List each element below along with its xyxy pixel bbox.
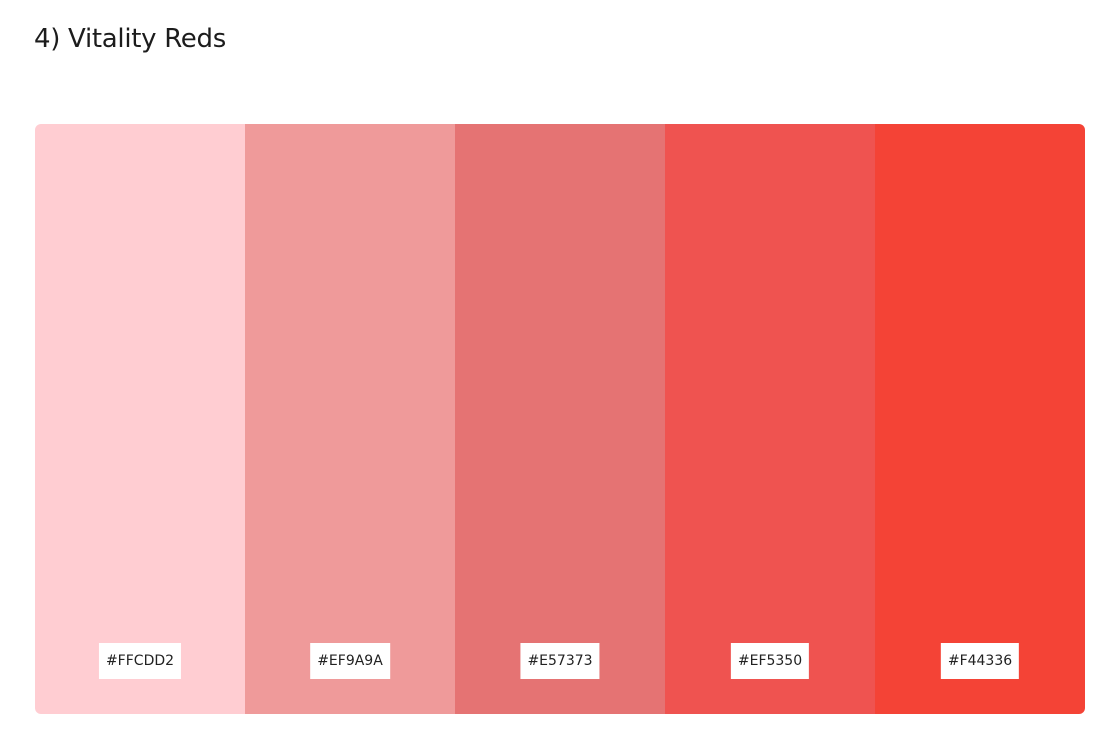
color-swatch-2[interactable]: #EF9A9A [245, 124, 455, 714]
color-swatch-3[interactable]: #E57373 [455, 124, 665, 714]
hex-code-label[interactable]: #E57373 [520, 643, 600, 679]
color-palette: #FFCDD2 #EF9A9A #E57373 #EF5350 #F44336 [35, 124, 1085, 714]
color-swatch-1[interactable]: #FFCDD2 [35, 124, 245, 714]
color-swatch-5[interactable]: #F44336 [875, 124, 1085, 714]
palette-title: 4) Vitality Reds [34, 24, 226, 54]
hex-code-label[interactable]: #FFCDD2 [98, 643, 182, 679]
color-swatch-4[interactable]: #EF5350 [665, 124, 875, 714]
hex-code-label[interactable]: #EF5350 [730, 643, 810, 679]
hex-code-label[interactable]: #EF9A9A [310, 643, 390, 679]
hex-code-label[interactable]: #F44336 [940, 643, 1020, 679]
